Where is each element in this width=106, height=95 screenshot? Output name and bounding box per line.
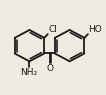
Text: Cl: Cl [48, 25, 57, 34]
Text: NH₂: NH₂ [20, 68, 37, 77]
Text: HO: HO [88, 25, 102, 34]
Text: O: O [47, 64, 54, 73]
